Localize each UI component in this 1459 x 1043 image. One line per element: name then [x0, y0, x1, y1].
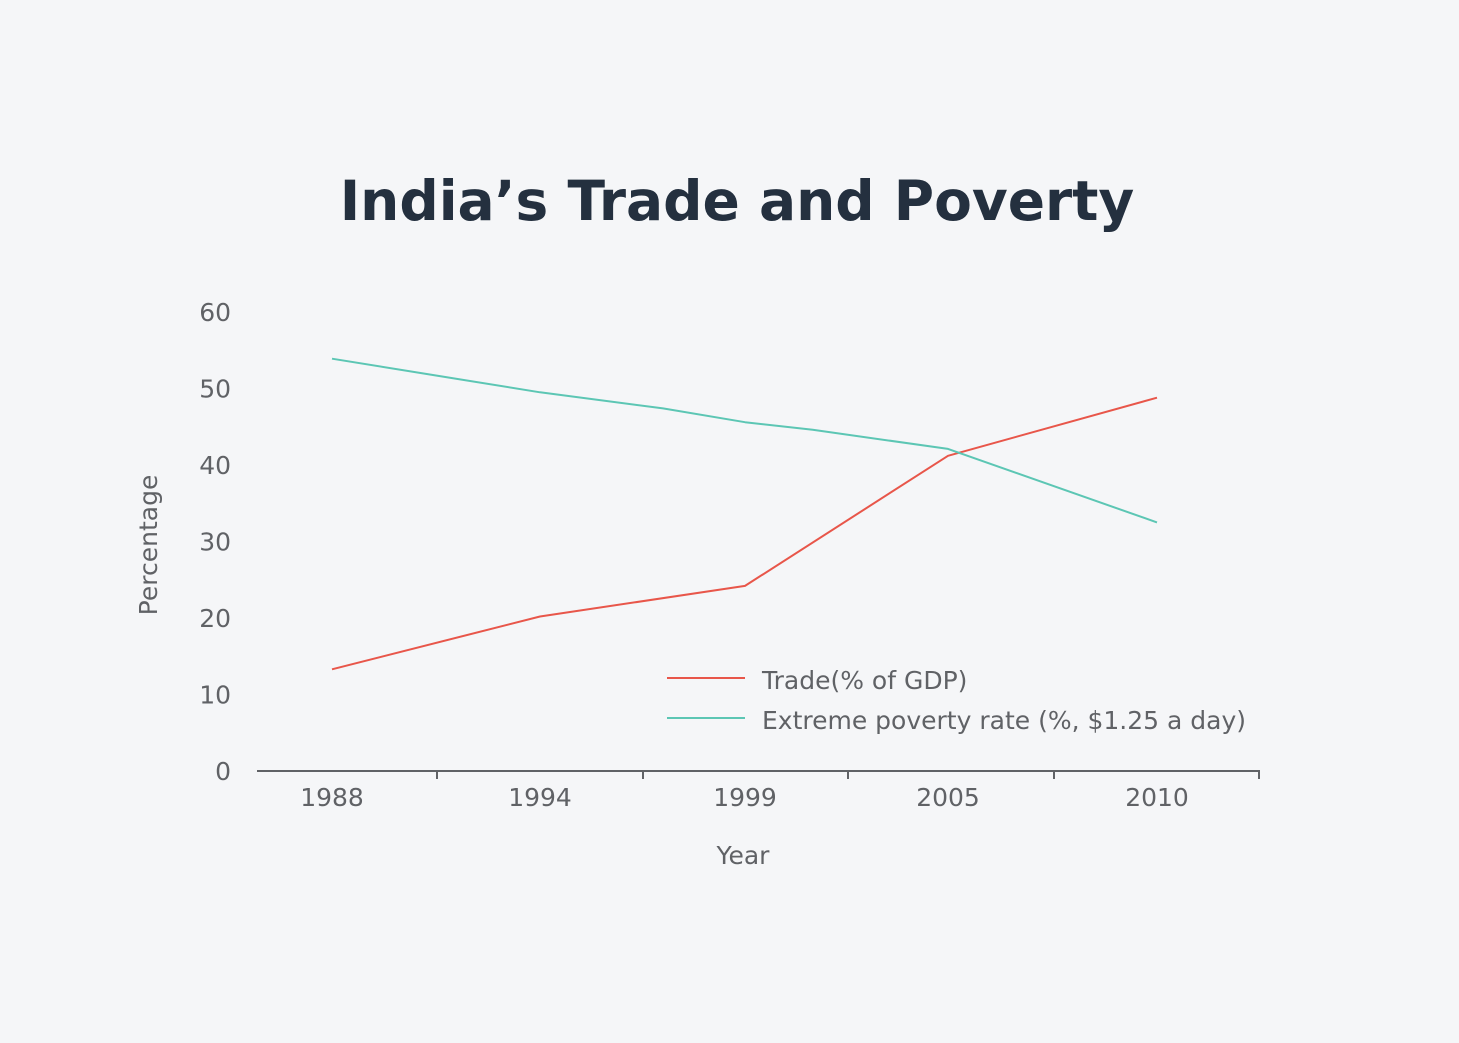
x-tick-label: 2010 [1125, 783, 1189, 812]
y-tick-label: 0 [215, 757, 231, 786]
x-axis-title: Year [716, 841, 771, 870]
x-axis: 1988 1994 1999 2005 2010 [257, 770, 1260, 812]
y-tick-label: 10 [199, 681, 231, 710]
y-tick-label: 20 [199, 604, 231, 633]
y-tick-label: 30 [199, 528, 231, 557]
legend-label: Extreme poverty rate (%, $1.25 a day) [762, 706, 1246, 735]
legend-label: Trade(% of GDP) [761, 666, 967, 695]
x-tick-label: 1999 [713, 783, 777, 812]
y-tick-label: 60 [199, 298, 231, 327]
y-tick-label: 40 [199, 451, 231, 480]
legend: Trade(% of GDP) Extreme poverty rate (%, … [667, 666, 1246, 735]
series-line-2 [331, 357, 1158, 524]
y-axis-title: Percentage [134, 475, 163, 616]
x-tick-label: 1988 [300, 783, 364, 812]
series-lines [331, 357, 1158, 671]
y-axis-ticks: 0 10 20 30 40 50 60 [199, 298, 231, 786]
y-tick-label: 50 [199, 375, 231, 404]
chart-title: India’s Trade and Poverty [340, 169, 1135, 233]
x-tick-label: 2005 [916, 783, 980, 812]
x-tick-label: 1994 [508, 783, 572, 812]
series-line-1 [331, 396, 1158, 671]
